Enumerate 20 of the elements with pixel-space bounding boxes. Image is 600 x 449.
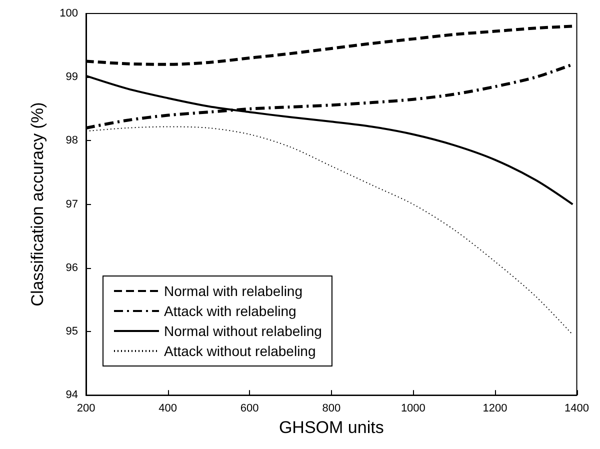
y-tick-label: 94 <box>66 389 78 402</box>
y-tick-label: 97 <box>66 198 78 210</box>
x-axis-title: GHSOM units <box>278 418 384 437</box>
x-tick-label: 600 <box>240 402 259 415</box>
x-tick-label: 1200 <box>482 402 508 415</box>
legend-label: Normal with relabeling <box>164 283 303 299</box>
y-tick-label: 96 <box>66 262 78 274</box>
legend-label: Attack with relabeling <box>164 303 296 319</box>
y-tick-label: 98 <box>66 134 78 147</box>
x-tick-label: 1000 <box>400 402 426 415</box>
x-tick-label: 1400 <box>564 402 590 415</box>
y-tick-label: 99 <box>66 71 78 84</box>
y-axis-title: Classification accuracy (%) <box>28 102 47 306</box>
x-tick-label: 200 <box>76 402 96 415</box>
y-tick-label: 95 <box>66 326 78 338</box>
x-tick-label: 800 <box>322 402 341 415</box>
y-tick-label: 100 <box>60 8 78 20</box>
legend-label: Attack without relabeling <box>164 343 316 359</box>
legend-label: Normal without relabeling <box>164 323 322 339</box>
x-tick-label: 400 <box>158 402 177 415</box>
